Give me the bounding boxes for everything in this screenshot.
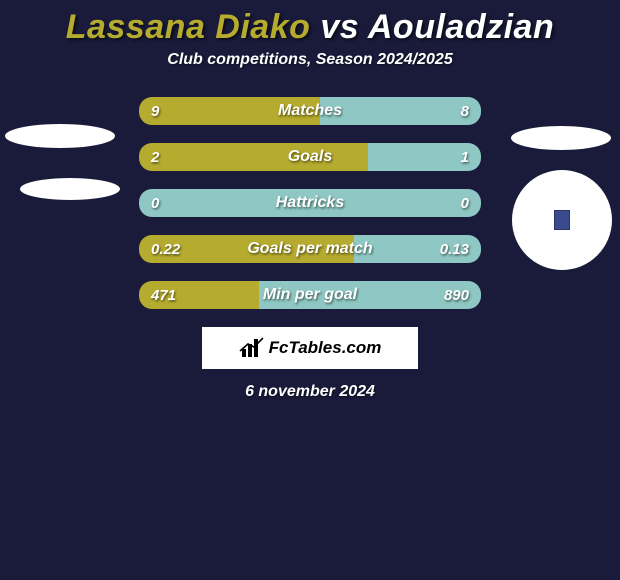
stat-right-value: 1	[461, 143, 469, 171]
stat-left-value: 9	[151, 97, 159, 125]
stat-row-goals: 21Goals	[139, 143, 481, 171]
team2-ellipse-1	[511, 126, 611, 150]
stat-right-value: 890	[444, 281, 469, 309]
brand-box: FcTables.com	[202, 327, 418, 369]
stat-right-value: 0	[461, 189, 469, 217]
date-line: 6 november 2024	[0, 383, 620, 401]
stat-left-value: 2	[151, 143, 159, 171]
stat-left-value: 471	[151, 281, 176, 309]
chart-icon	[239, 337, 265, 359]
shield-icon	[554, 210, 570, 230]
stat-row-matches: 98Matches	[139, 97, 481, 125]
team1-ellipse-2	[20, 178, 120, 200]
subtitle: Club competitions, Season 2024/2025	[0, 51, 620, 69]
stat-right-value: 8	[461, 97, 469, 125]
brand-text: FcTables.com	[269, 338, 382, 358]
stat-left-value: 0	[151, 189, 159, 217]
player1-name: Lassana Diako	[66, 8, 311, 46]
page-title: Lassana Diako vs Aouladzian	[0, 0, 620, 51]
stat-left-value: 0.22	[151, 235, 180, 263]
team2-badge-circle	[512, 170, 612, 270]
player2-name: Aouladzian	[368, 8, 554, 46]
stat-row-hattricks: 00Hattricks	[139, 189, 481, 217]
stat-row-goals-per-match: 0.220.13Goals per match	[139, 235, 481, 263]
comparison-bars: 98Matches21Goals00Hattricks0.220.13Goals…	[139, 97, 481, 309]
team1-ellipse-1	[5, 124, 115, 148]
stat-row-min-per-goal: 471890Min per goal	[139, 281, 481, 309]
stat-right-value: 0.13	[440, 235, 469, 263]
vs-text: vs	[320, 8, 359, 46]
